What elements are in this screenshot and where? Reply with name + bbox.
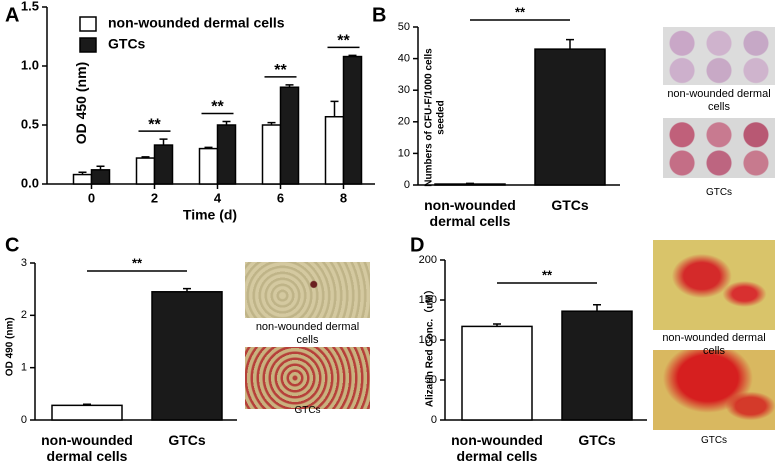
error-bar <box>141 156 150 159</box>
y-axis-label: Alizarin Red Conc.（uM） <box>424 284 436 408</box>
error-bar <box>78 171 87 175</box>
y-tick-label: 3 <box>21 257 27 269</box>
legend-label: GTCs <box>108 36 146 52</box>
bar <box>324 115 345 185</box>
x-tick-label: non-wounded dermal cells <box>451 432 543 464</box>
x-tick-label: 0 <box>88 190 95 205</box>
significance-label: ** <box>542 267 553 282</box>
y-tick-label: 100 <box>419 334 437 346</box>
y-axis-label: OD 490 (nm) <box>4 317 16 377</box>
bar <box>261 124 282 185</box>
error-bar <box>83 403 91 406</box>
micrograph <box>653 350 775 430</box>
y-tick-label: 0 <box>404 179 410 191</box>
x-tick-label: 8 <box>340 190 347 205</box>
y-tick-label: 2 <box>21 309 27 321</box>
significance-label: ** <box>148 116 161 133</box>
bar <box>342 55 363 185</box>
x-tick-label: GTCs <box>578 432 616 448</box>
bar <box>534 48 606 186</box>
plate-photo <box>663 27 775 85</box>
bar <box>51 404 123 421</box>
y-tick-label: 40 <box>398 53 410 65</box>
bar <box>135 157 156 185</box>
panel-label: D <box>410 234 424 256</box>
error-bar <box>204 146 213 149</box>
error-bar <box>159 138 168 146</box>
y-tick-label: 0 <box>21 414 27 426</box>
y-tick-label: 50 <box>398 21 410 33</box>
plate-photo <box>663 118 775 178</box>
bar <box>198 147 219 185</box>
y-tick-label: 1 <box>21 362 27 374</box>
significance-label: ** <box>132 255 143 270</box>
bar <box>153 144 174 185</box>
error-bar <box>267 121 276 125</box>
bar <box>279 86 300 185</box>
error-bar <box>222 120 231 125</box>
y-tick-label: 10 <box>398 147 410 159</box>
significance-label: ** <box>515 4 526 19</box>
image-caption: GTCs <box>294 405 321 416</box>
bar <box>216 124 237 185</box>
error-bar <box>285 84 294 88</box>
x-tick-label: 4 <box>214 190 222 205</box>
error-bar <box>566 38 574 50</box>
error-bar <box>183 287 191 292</box>
y-tick-label: 0 <box>431 414 437 426</box>
y-tick-label: 200 <box>419 254 437 266</box>
bar <box>151 291 223 421</box>
y-axis-label: Numbers of CFU-F/1000 cells seeded <box>423 48 447 187</box>
x-tick-label: non-wounded dermal cells <box>41 432 133 464</box>
y-tick-label: 150 <box>419 294 437 306</box>
error-bar <box>466 182 474 185</box>
y-tick-label: 1.5 <box>21 0 39 13</box>
y-tick-label: 0.5 <box>21 116 39 131</box>
panel-label: B <box>372 4 386 26</box>
bar <box>90 169 111 185</box>
panel-label: A <box>5 4 19 26</box>
image-caption: non-wounded dermal cells <box>667 88 771 113</box>
error-bar <box>593 304 601 312</box>
x-tick-label: 2 <box>151 190 158 205</box>
image-caption: non-wounded dermal cells <box>662 332 766 357</box>
bar <box>461 325 533 421</box>
significance-label: ** <box>274 62 287 79</box>
error-bar <box>493 323 501 327</box>
x-tick-label: 6 <box>277 190 284 205</box>
y-tick-label: 30 <box>398 84 410 96</box>
y-tick-label: 20 <box>398 116 410 128</box>
panel-label: C <box>5 234 19 256</box>
y-tick-label: 50 <box>425 374 437 386</box>
y-tick-label: 1.0 <box>21 57 39 72</box>
x-axis-label: Time (d) <box>183 207 237 223</box>
image-caption: non-wounded dermal cells <box>255 321 360 346</box>
x-tick-label: GTCs <box>168 432 206 448</box>
legend-label: non-wounded dermal cells <box>108 15 285 31</box>
micrograph <box>245 347 370 409</box>
x-tick-label: non-wounded dermal cells <box>424 197 516 230</box>
image-caption: GTCs <box>700 435 728 446</box>
micrograph <box>245 262 370 318</box>
significance-label: ** <box>337 33 350 50</box>
x-tick-label: GTCs <box>551 197 589 213</box>
bar <box>561 310 633 421</box>
micrograph <box>653 240 775 330</box>
y-axis-label: OD 450 (nm) <box>72 61 89 145</box>
significance-label: ** <box>211 99 224 116</box>
legend-swatch <box>79 16 97 32</box>
y-tick-label: 0.0 <box>21 175 39 190</box>
error-bar <box>330 100 339 117</box>
error-bar <box>96 165 105 170</box>
image-caption: GTCs <box>705 187 733 198</box>
error-bar <box>348 54 357 57</box>
legend-swatch <box>79 37 97 53</box>
